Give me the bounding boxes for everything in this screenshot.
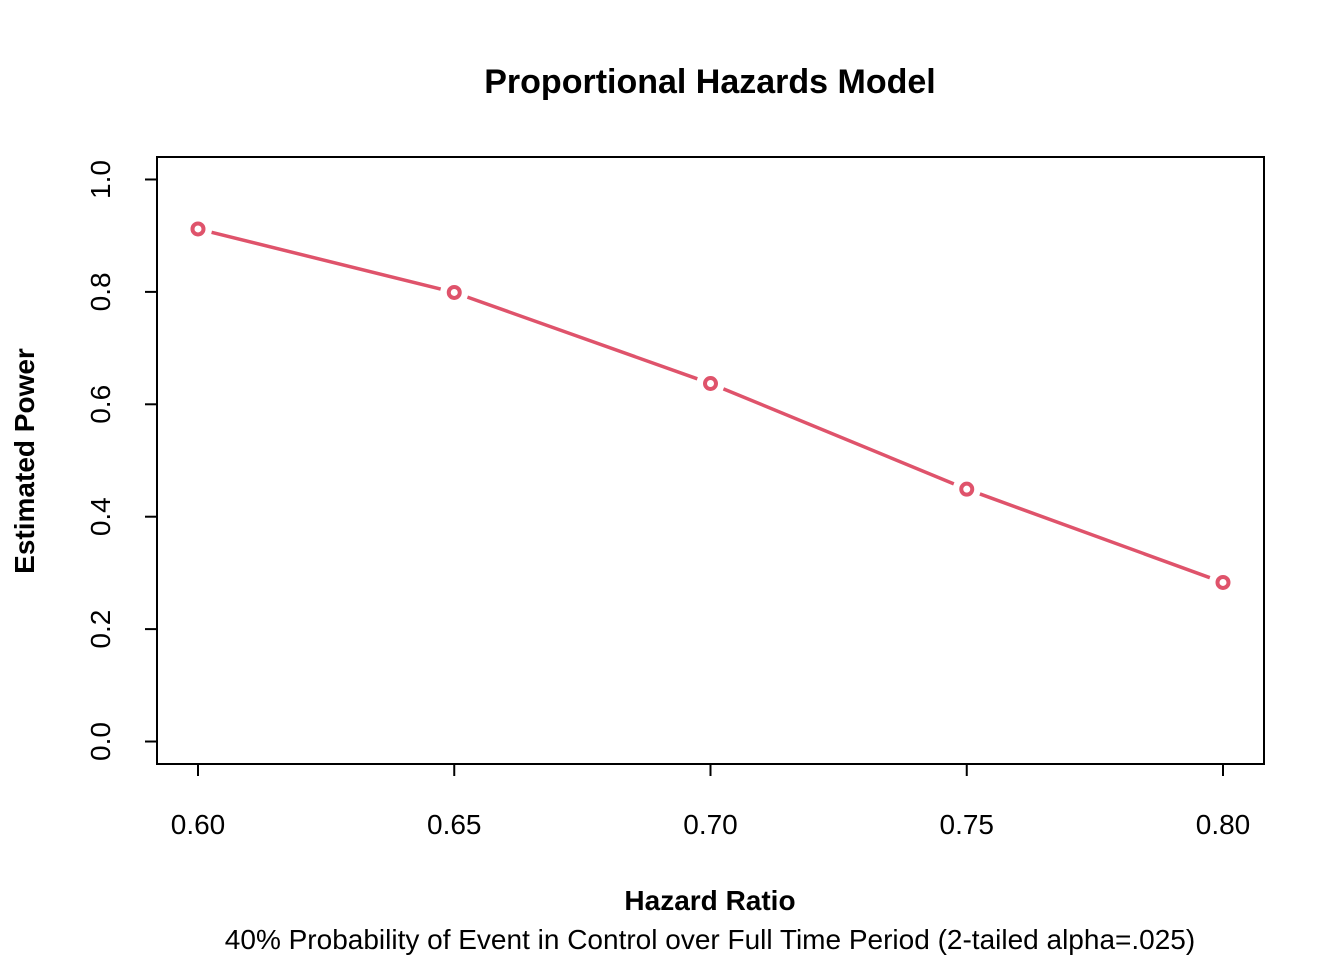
- series-line-segment: [979, 492, 1211, 580]
- series-line-segment: [722, 387, 955, 486]
- series-layer: [190, 221, 1231, 590]
- data-point: [190, 221, 206, 237]
- y-tick-label: 0.2: [85, 610, 116, 649]
- series-line-segment: [211, 230, 442, 291]
- x-tick-label: 0.75: [940, 809, 995, 840]
- y-tick-label: 0.0: [85, 722, 116, 761]
- chart-subtitle: 40% Probability of Event in Control over…: [225, 924, 1195, 955]
- y-tick-label: 0.8: [85, 272, 116, 311]
- x-tick-label: 0.60: [171, 809, 226, 840]
- plot-area-frame: [156, 156, 1265, 765]
- series-line-segment: [466, 295, 698, 381]
- data-point: [446, 284, 462, 300]
- y-tick-label: 0.4: [85, 497, 116, 536]
- x-axis-title: Hazard Ratio: [624, 885, 795, 916]
- data-point: [703, 376, 718, 392]
- x-tick-label: 0.80: [1196, 809, 1251, 840]
- y-tick-label: 1.0: [85, 160, 116, 199]
- data-point: [959, 481, 975, 497]
- x-tick-label: 0.70: [683, 809, 738, 840]
- y-axis: 0.0 0.2 0.4 0.6 0.8 1.0: [85, 160, 158, 761]
- data-point: [1215, 574, 1231, 590]
- y-tick-label: 0.6: [85, 385, 116, 424]
- chart-title: Proportional Hazards Model: [484, 63, 936, 101]
- x-tick-label: 0.65: [427, 809, 482, 840]
- y-axis-title: Estimated Power: [9, 348, 40, 574]
- x-axis: 0.60 0.65 0.70 0.75 0.80: [171, 763, 1251, 840]
